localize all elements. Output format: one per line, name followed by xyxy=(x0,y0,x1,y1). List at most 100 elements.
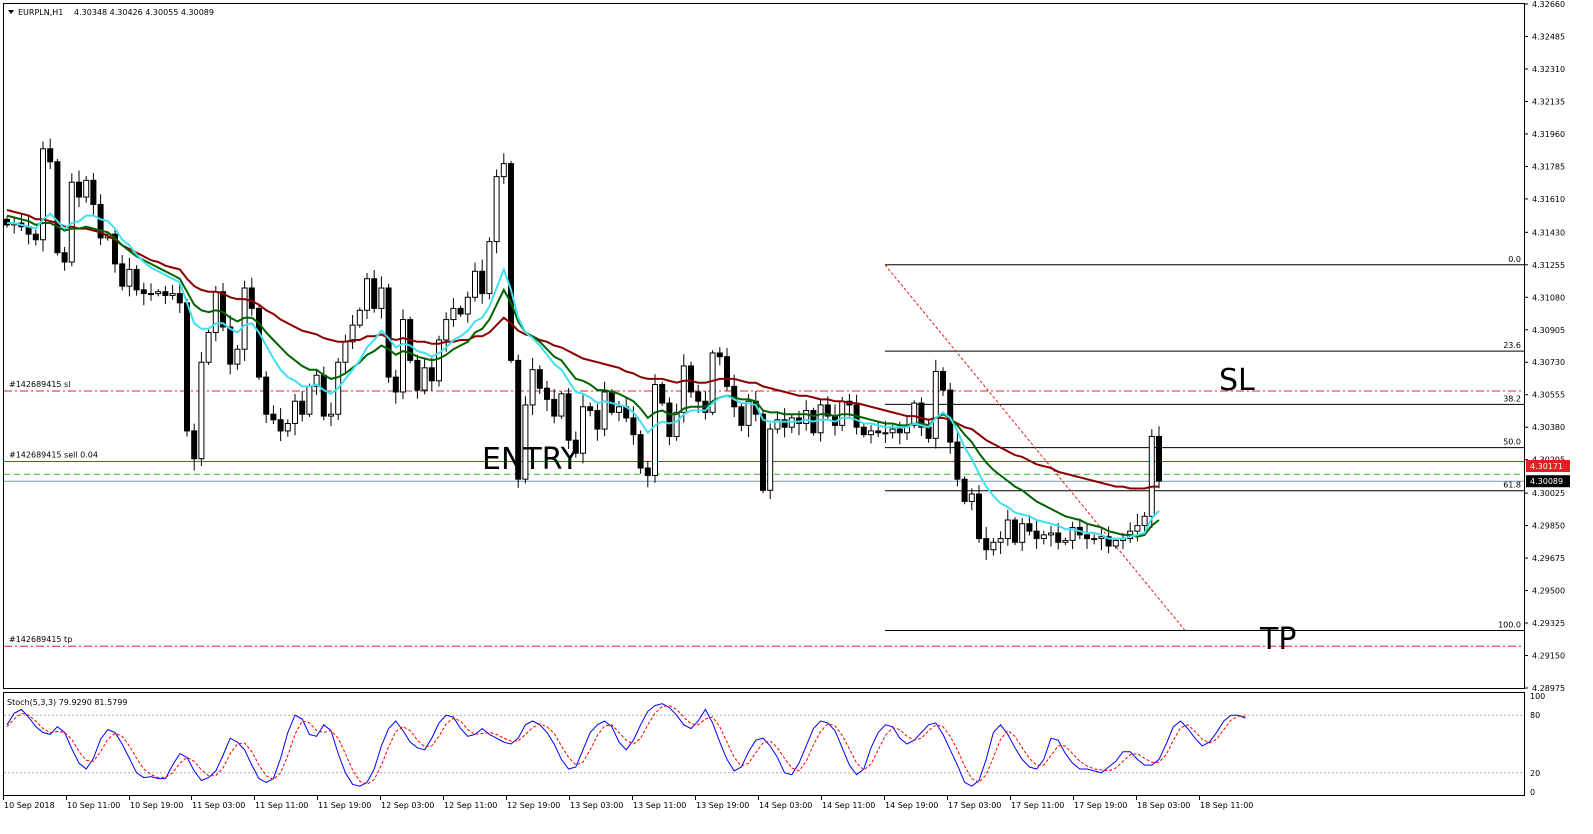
candle-body-down xyxy=(508,163,514,361)
candle xyxy=(169,284,176,300)
stoch-title: Stoch(5,3,3) 79.9290 81.5799 xyxy=(7,698,127,707)
candle-body-down xyxy=(97,203,104,239)
time-tick-label: 13 Sep 11:00 xyxy=(633,801,686,810)
candle xyxy=(767,423,774,500)
candle xyxy=(371,269,378,313)
candle xyxy=(529,357,536,416)
stoch-signal-line xyxy=(6,705,1246,785)
price-tick-label: 4.30025 xyxy=(1532,489,1565,498)
time-tick-label: 12 Sep 19:00 xyxy=(507,801,560,810)
price-tick-label: 4.29675 xyxy=(1532,554,1565,563)
candle xyxy=(572,431,579,458)
candle xyxy=(234,344,241,370)
candle xyxy=(1040,530,1047,545)
candle xyxy=(940,367,946,396)
candle-body-down xyxy=(724,356,730,387)
price-tick-label: 4.32310 xyxy=(1532,65,1565,74)
price-badge xyxy=(1526,475,1570,488)
time-tick-label: 12 Sep 11:00 xyxy=(444,801,497,810)
candle-body-up xyxy=(1148,435,1155,517)
price-tick-label: 4.30380 xyxy=(1532,423,1565,432)
moving-average-2 xyxy=(7,212,1160,540)
candle-body-up xyxy=(155,291,162,295)
candle xyxy=(688,361,694,398)
candle xyxy=(522,396,529,484)
candle xyxy=(227,315,234,375)
candle-body-up xyxy=(1112,539,1119,547)
price-tick-label: 4.31255 xyxy=(1532,261,1565,270)
candle-body-down xyxy=(227,326,234,365)
price-tick-label: 4.32660 xyxy=(1532,0,1565,9)
candle xyxy=(349,314,356,350)
candle xyxy=(32,229,39,246)
candle-body-down xyxy=(220,291,226,328)
candle-body-up xyxy=(1062,539,1069,543)
candle xyxy=(1004,509,1011,546)
candle-body-up xyxy=(868,430,874,436)
price-tick-label: 4.28975 xyxy=(1532,684,1565,693)
candle-body-down xyxy=(594,410,601,430)
candle-body-up xyxy=(968,493,975,502)
price-tick-label: 4.32135 xyxy=(1532,97,1565,106)
fib-level-label: 100.0 xyxy=(1498,620,1521,629)
candle-body-down xyxy=(1012,519,1018,543)
candle-body-down xyxy=(320,374,327,417)
candle xyxy=(1012,517,1018,546)
time-tick-label: 10 Sep 2018 xyxy=(4,801,55,810)
candle-body-down xyxy=(716,352,723,358)
candle-body-up xyxy=(774,419,781,430)
candle-body-down xyxy=(428,367,435,382)
candle-body-down xyxy=(61,252,68,263)
candle-body-down xyxy=(659,384,666,404)
price-tick-label: 4.31785 xyxy=(1532,162,1565,171)
candle-body-up xyxy=(306,385,313,415)
candle xyxy=(918,397,925,436)
annotation-tp: TP xyxy=(1259,622,1296,657)
symbol-label: EURPLN,H1 xyxy=(18,8,63,17)
candle xyxy=(652,374,658,483)
candle-body-down xyxy=(896,428,903,434)
candle xyxy=(83,176,90,203)
candle xyxy=(378,276,385,319)
candle-body-down xyxy=(536,369,543,389)
candle xyxy=(256,305,262,380)
candle xyxy=(724,347,730,391)
candle xyxy=(54,158,61,256)
candle-body-down xyxy=(1026,523,1033,532)
candle xyxy=(644,460,651,488)
candle-body-up xyxy=(284,422,291,432)
time-tick-label: 18 Sep 11:00 xyxy=(1200,801,1253,810)
candle xyxy=(241,280,248,361)
candle-body-up xyxy=(40,148,46,241)
candle-body-up xyxy=(680,365,687,413)
candle-body-down xyxy=(565,393,572,441)
stoch-tick-label: 80 xyxy=(1530,711,1540,720)
time-tick-label: 17 Sep 19:00 xyxy=(1074,801,1127,810)
time-tick-label: 10 Sep 11:00 xyxy=(67,801,120,810)
time-tick-label: 17 Sep 03:00 xyxy=(948,801,1001,810)
candle-body-up xyxy=(1098,536,1105,540)
candle-body-up xyxy=(1069,526,1076,541)
time-tick-label: 13 Sep 19:00 xyxy=(696,801,749,810)
candle xyxy=(148,283,154,301)
candle-body-up xyxy=(126,268,133,287)
candle xyxy=(191,423,198,471)
candle xyxy=(248,277,255,316)
price-tick-label: 4.31960 xyxy=(1532,130,1565,139)
candle-body-down xyxy=(976,493,982,540)
price-tick-label: 4.30555 xyxy=(1532,391,1565,400)
candle-body-up xyxy=(1091,538,1098,541)
candle xyxy=(162,285,169,305)
candle-body-up xyxy=(313,374,320,387)
moving-average-1 xyxy=(6,214,1160,538)
candle xyxy=(263,371,270,423)
time-tick-label: 14 Sep 11:00 xyxy=(822,801,875,810)
candle-body-up xyxy=(709,352,716,413)
candle xyxy=(558,391,565,419)
fib-level-label: 61.8 xyxy=(1503,481,1521,490)
candle-body-down xyxy=(162,291,169,296)
candle-body-up xyxy=(198,361,205,460)
candle-body-up xyxy=(601,391,608,430)
